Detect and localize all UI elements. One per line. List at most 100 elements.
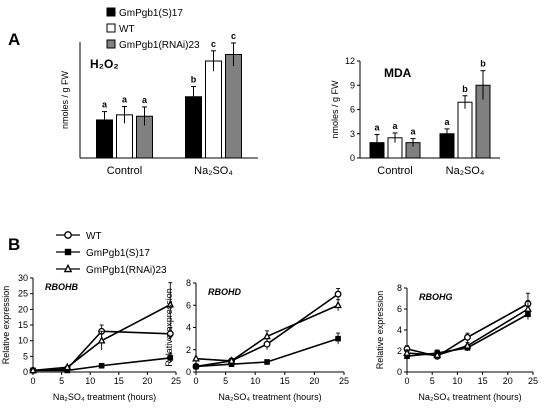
- chart-title: RBOHB: [45, 282, 78, 292]
- data-point: [63, 362, 72, 371]
- y-tick-label: 9: [350, 80, 355, 90]
- legend-a: GmPgb1(S)17 WT GmPgb1(RNAi)23: [106, 7, 200, 51]
- data-point: [97, 336, 106, 344]
- x-tick-label: 15: [280, 376, 290, 386]
- chart-title: RBOHG: [419, 292, 453, 302]
- x-axis-label: Na₂SO₄ treatment (hours): [418, 392, 521, 402]
- significance-letter: b: [462, 84, 468, 94]
- x-tick-label: 20: [503, 376, 513, 386]
- chart-rbohd: 0 2 4 6 8 0 5 10 15 20 25 Relative expression Na₂SO₄…: [164, 278, 349, 402]
- bar: [225, 54, 242, 159]
- data-point: [263, 331, 271, 340]
- x-tick-label: 15: [114, 376, 124, 386]
- y-tick-label: 0: [350, 153, 355, 163]
- y-tick-label: 2: [397, 346, 402, 356]
- data-point: [263, 340, 271, 348]
- x-tick-label: 10: [85, 376, 95, 386]
- y-tick-label: 8: [397, 283, 402, 293]
- y-tick-label: 30: [18, 273, 28, 283]
- series-line: [406, 308, 529, 357]
- legend-a-label-1: WT: [119, 24, 135, 35]
- y-tick-label: 4: [397, 325, 402, 335]
- x-tick-label: 10: [250, 376, 260, 386]
- x-tick-label: 5: [430, 376, 435, 386]
- series-line: [33, 357, 171, 372]
- data-point: [433, 350, 442, 359]
- significance-letter: a: [142, 95, 148, 105]
- series-line: [406, 303, 529, 358]
- data-point: [166, 330, 174, 338]
- y-tick-label: 10: [18, 336, 28, 346]
- chart-title: RBOHD: [208, 287, 241, 297]
- chart-title: MDA: [384, 66, 412, 80]
- y-axis-label: Relative expression: [375, 291, 385, 370]
- legend-b-label-0: WT: [86, 231, 102, 242]
- y-axis-label: nmoles / g FW: [330, 80, 340, 139]
- x-tick-label: 20: [309, 376, 319, 386]
- y-tick-label: 0: [186, 367, 191, 377]
- legend-a-swatch-1: [106, 23, 116, 33]
- y-axis-label: nmoles / g FW: [60, 70, 70, 129]
- chart-rbohb: 0 5 10 15 20 25 30 0 5 10 15 20 25 Relative expressio…: [1, 273, 181, 402]
- data-point: [228, 361, 235, 368]
- panel-label-a: A: [8, 30, 20, 49]
- data-point: [524, 304, 532, 312]
- bar: [457, 101, 473, 159]
- chart-rbohg: 0 2 4 6 8 0 5 10 15 20 25 Relative expression Na₂SO₄…: [375, 283, 538, 402]
- legend-a-label-0: GmPgb1(S)17: [119, 8, 183, 19]
- data-point: [463, 341, 472, 349]
- y-tick-label: 6: [186, 300, 191, 310]
- y-tick-label: 6: [350, 105, 355, 115]
- series-line: [195, 337, 339, 368]
- y-tick-label: 8: [186, 278, 191, 288]
- x-tick-label: 0: [404, 376, 409, 386]
- chart-mda: 0 3 6 9 12 nmoles / g FW MDA Control a a a Na₂SO₄ a b…: [330, 56, 500, 177]
- series-line: [195, 304, 339, 362]
- y-tick-label: 4: [186, 323, 191, 333]
- bar: [205, 60, 222, 159]
- series-line: [32, 303, 171, 372]
- data-point: [193, 363, 199, 370]
- significance-letter: b: [480, 59, 486, 69]
- significance-letter: a: [444, 117, 450, 127]
- x-tick-label: 0: [193, 376, 198, 386]
- significance-letter: a: [392, 121, 398, 131]
- x-tick-label: 5: [59, 376, 64, 386]
- significance-letter: b: [191, 75, 197, 85]
- series-line: [195, 293, 339, 368]
- significance-letter: c: [211, 39, 216, 49]
- y-tick-label: 5: [23, 351, 28, 361]
- data-point: [192, 354, 200, 362]
- y-tick-label: 0: [397, 367, 402, 377]
- x-tick-label: 5: [223, 376, 228, 386]
- legend-a-swatch-2: [106, 39, 116, 49]
- x-category-label: Control: [377, 165, 412, 177]
- x-tick-label: 25: [339, 376, 349, 386]
- x-axis-label: Na₂SO₄ treatment (hours): [218, 392, 321, 402]
- x-category-label: Na₂SO₄: [446, 165, 485, 177]
- data-point: [167, 355, 174, 361]
- x-tick-label: 25: [171, 376, 181, 386]
- y-tick-label: 15: [18, 320, 28, 330]
- y-tick-label: 2: [186, 345, 191, 355]
- legend-b-label-1: GmPgb1(S)17: [86, 248, 150, 259]
- data-point: [464, 333, 471, 341]
- data-point: [64, 367, 71, 374]
- y-axis-label: Relative expression: [1, 286, 11, 365]
- data-point: [264, 359, 270, 365]
- y-tick-label: 3: [350, 129, 355, 139]
- significance-letter: c: [231, 31, 236, 41]
- legend-a-label-2: GmPgb1(RNAi)23: [119, 40, 200, 51]
- panel-label-b: B: [8, 235, 20, 254]
- data-point: [403, 348, 411, 356]
- significance-letter: a: [122, 94, 128, 104]
- data-point: [166, 299, 175, 308]
- significance-letter: a: [374, 123, 380, 133]
- y-tick-label: 25: [18, 289, 28, 299]
- data-point: [335, 335, 341, 342]
- data-point: [334, 290, 342, 298]
- x-tick-label: 0: [30, 376, 35, 386]
- x-category-label: Na₂SO₄: [194, 165, 233, 177]
- significance-letter: a: [102, 100, 108, 110]
